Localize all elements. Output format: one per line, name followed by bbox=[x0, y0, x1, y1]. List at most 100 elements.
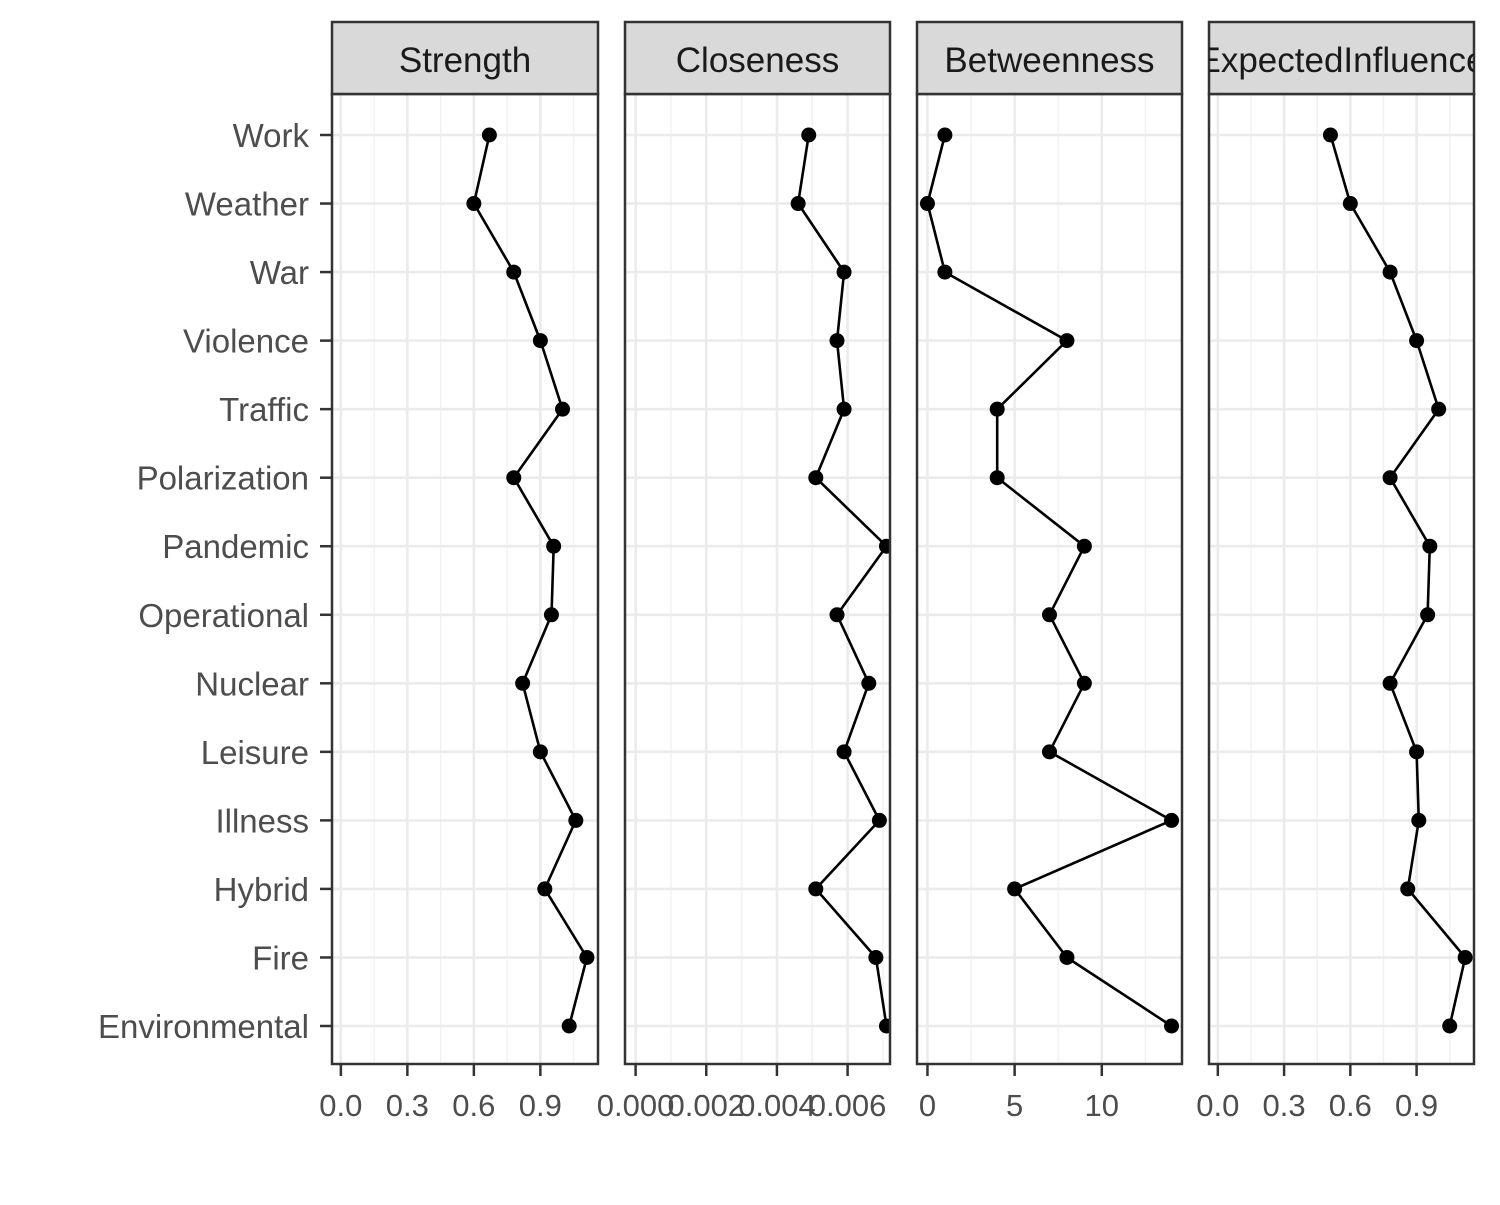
data-point-hybrid bbox=[1007, 881, 1023, 897]
panel-expectedinfluence: ExpectedInfluence 0.0 0.3 0.6 0.9 bbox=[1196, 20, 1486, 1123]
panel-background bbox=[332, 94, 598, 1064]
data-point-illness bbox=[568, 812, 584, 828]
data-point-pandemic bbox=[1076, 538, 1092, 554]
x-tick-label: 0.9 bbox=[519, 1088, 562, 1123]
data-point-fire bbox=[868, 949, 884, 965]
series-line-closeness bbox=[796, 134, 888, 1027]
data-point-pandemic bbox=[546, 538, 562, 554]
y-tick-label-war: War bbox=[250, 254, 309, 291]
data-point-war bbox=[836, 264, 852, 280]
x-tick-label: 5 bbox=[1006, 1088, 1023, 1123]
y-tick-label-operational: Operational bbox=[138, 597, 309, 634]
y-tick-label-weather: Weather bbox=[185, 186, 309, 223]
panel-content bbox=[1209, 94, 1474, 1064]
panel-content bbox=[625, 94, 890, 1064]
strip-background bbox=[623, 20, 892, 96]
y-tick-label-fire: Fire bbox=[252, 939, 309, 976]
x-tick-label: 0.000 bbox=[597, 1088, 675, 1123]
data-point-pandemic bbox=[1422, 538, 1438, 554]
x-tick-label: 0.006 bbox=[809, 1088, 887, 1123]
strip-background bbox=[330, 20, 600, 96]
data-point-operational bbox=[1042, 607, 1057, 623]
strip-label-expectedinfluence: ExpectedInfluence bbox=[1198, 41, 1486, 80]
y-tick-label-work: Work bbox=[233, 117, 310, 154]
data-point-nuclear bbox=[1382, 675, 1398, 691]
panel-content bbox=[332, 94, 598, 1064]
data-point-illness bbox=[1411, 812, 1427, 828]
data-point-work bbox=[801, 127, 817, 143]
data-point-weather bbox=[790, 196, 806, 212]
y-tick-label-traffic: Traffic bbox=[219, 391, 309, 428]
panel-content bbox=[917, 94, 1182, 1064]
data-point-weather bbox=[466, 196, 482, 212]
y-tick-label-pandemic: Pandemic bbox=[162, 528, 309, 565]
data-point-violence bbox=[829, 333, 845, 349]
data-point-nuclear bbox=[861, 675, 877, 691]
data-point-violence bbox=[1409, 333, 1425, 349]
x-tick-label: 0.9 bbox=[1395, 1088, 1438, 1123]
data-point-operational bbox=[829, 607, 845, 623]
panel-background bbox=[917, 94, 1182, 1064]
data-point-weather bbox=[1342, 196, 1358, 212]
strip-label-strength: Strength bbox=[399, 41, 531, 80]
y-tick-label-nuclear: Nuclear bbox=[195, 665, 309, 702]
strip-label-betweenness: Betweenness bbox=[944, 41, 1154, 80]
data-point-leisure bbox=[1042, 744, 1057, 760]
data-point-violence bbox=[532, 333, 548, 349]
strip-label-closeness: Closeness bbox=[676, 41, 839, 80]
data-point-violence bbox=[1059, 333, 1075, 349]
y-tick-label-violence: Violence bbox=[183, 323, 309, 360]
data-point-leisure bbox=[836, 744, 852, 760]
data-point-nuclear bbox=[1076, 675, 1092, 691]
x-tick-label: 0.0 bbox=[1196, 1088, 1239, 1123]
data-point-hybrid bbox=[537, 881, 553, 897]
x-tick-label: 0.002 bbox=[667, 1088, 745, 1123]
data-point-traffic bbox=[989, 401, 1005, 417]
data-point-hybrid bbox=[1400, 881, 1416, 897]
data-point-leisure bbox=[532, 744, 548, 760]
data-point-leisure bbox=[1409, 744, 1425, 760]
data-point-war bbox=[937, 264, 953, 280]
y-tick-label-illness: Illness bbox=[215, 802, 309, 839]
y-tick-label-environmental: Environmental bbox=[98, 1008, 309, 1045]
data-point-polarization bbox=[506, 470, 522, 486]
data-point-nuclear bbox=[515, 675, 531, 691]
x-tick-label: 0 bbox=[919, 1088, 936, 1123]
data-point-work bbox=[1322, 127, 1338, 143]
data-point-war bbox=[1382, 264, 1398, 280]
series-line-expectedinfluence bbox=[1329, 134, 1467, 1027]
data-point-illness bbox=[1164, 812, 1180, 828]
data-point-traffic bbox=[836, 401, 852, 417]
data-point-environmental bbox=[878, 1018, 890, 1034]
data-point-polarization bbox=[989, 470, 1005, 486]
data-point-polarization bbox=[1382, 470, 1398, 486]
data-point-work bbox=[937, 127, 953, 143]
panel-strength: Strength 0.0 0.3 0.6 0.9 bbox=[319, 20, 600, 1123]
x-tick-label: 0.6 bbox=[1329, 1088, 1372, 1123]
data-point-environmental bbox=[1164, 1018, 1180, 1034]
data-point-polarization bbox=[808, 470, 824, 486]
data-point-traffic bbox=[1431, 401, 1447, 417]
x-tick-label: 0.0 bbox=[319, 1088, 362, 1123]
data-point-operational bbox=[543, 607, 559, 623]
y-tick-label-polarization: Polarization bbox=[137, 460, 309, 497]
data-point-pandemic bbox=[878, 538, 890, 554]
strip-background bbox=[915, 20, 1184, 96]
x-tick-label: 0.004 bbox=[738, 1088, 816, 1123]
x-tick-label: 0.3 bbox=[1263, 1088, 1306, 1123]
data-point-war bbox=[506, 264, 522, 280]
y-tick-label-hybrid: Hybrid bbox=[214, 871, 309, 908]
data-point-environmental bbox=[1442, 1018, 1458, 1034]
x-tick-label: 0.3 bbox=[386, 1088, 429, 1123]
x-tick-label: 10 bbox=[1085, 1088, 1119, 1123]
data-point-environmental bbox=[561, 1018, 577, 1034]
strip-background bbox=[1207, 20, 1476, 96]
data-point-illness bbox=[871, 812, 887, 828]
series-line-strength bbox=[472, 134, 589, 1027]
x-tick-label: 0.6 bbox=[452, 1088, 495, 1123]
data-point-fire bbox=[579, 949, 595, 965]
data-point-hybrid bbox=[808, 881, 824, 897]
